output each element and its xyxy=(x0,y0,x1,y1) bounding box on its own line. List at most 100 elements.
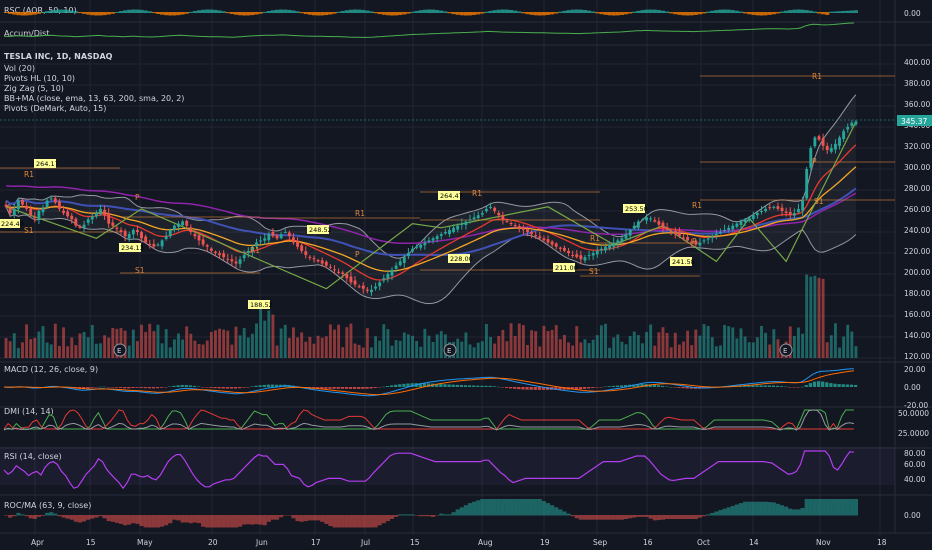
macd-hist xyxy=(743,385,747,387)
roc-bar xyxy=(529,499,534,516)
macd-hist xyxy=(147,387,151,389)
volume-bar xyxy=(710,337,714,358)
demark-label: R1 xyxy=(24,170,34,179)
candle-body xyxy=(103,209,107,216)
candle-body xyxy=(185,220,189,226)
earnings-marker[interactable] xyxy=(779,343,793,357)
candle-body xyxy=(86,219,90,223)
volume-bar xyxy=(760,325,763,358)
candle-body xyxy=(538,236,542,239)
rsc-bar xyxy=(422,9,427,13)
roc-bar xyxy=(509,499,514,516)
volume-bar xyxy=(801,333,805,358)
candle-body xyxy=(168,229,172,237)
price-tick: 240.00 xyxy=(904,226,930,235)
macd-hist xyxy=(270,384,275,387)
roc-bar xyxy=(755,501,760,516)
volume-bar xyxy=(624,344,628,358)
macd-hist xyxy=(463,385,468,387)
rsc-bar xyxy=(800,9,805,13)
roc-bar xyxy=(361,515,366,528)
candle-body xyxy=(829,148,833,152)
volume-bar xyxy=(657,332,661,358)
rsc-bar xyxy=(127,9,132,13)
volume-bar xyxy=(390,345,394,358)
candle-body xyxy=(554,243,558,247)
rsc-bar xyxy=(20,12,25,16)
macd-hist xyxy=(238,387,242,389)
candle-body xyxy=(567,250,570,253)
macd-hist xyxy=(796,387,800,388)
macd-hist xyxy=(808,383,813,387)
volume-bar xyxy=(74,345,78,358)
rsc-bar xyxy=(796,9,801,13)
rsc-bar xyxy=(49,10,54,13)
candlesticks[interactable] xyxy=(4,119,858,296)
candle-body xyxy=(345,274,349,279)
rsc-bar xyxy=(77,12,83,14)
rsc-bar xyxy=(303,12,308,15)
rsc-bar xyxy=(205,9,210,13)
rsc-bar xyxy=(180,12,185,15)
candle-body xyxy=(16,200,20,210)
roc-bar xyxy=(521,499,526,516)
roc-bar xyxy=(587,515,592,520)
pivot-tag-bg xyxy=(119,243,141,252)
volume-bar xyxy=(526,345,529,358)
rsc-bar xyxy=(656,10,661,13)
roc-bar xyxy=(771,502,776,516)
pivot-tag-bg xyxy=(670,257,692,266)
roc-bar xyxy=(648,515,653,519)
macd-hist xyxy=(143,387,147,389)
volume-bar xyxy=(144,332,148,358)
roc-bar xyxy=(221,515,226,528)
volume-bar xyxy=(620,341,624,358)
roc-bar xyxy=(188,515,193,524)
macd-hist xyxy=(217,387,221,389)
rsc-bar xyxy=(143,10,148,13)
macd-hist xyxy=(492,386,496,387)
volume-bar xyxy=(78,333,82,358)
macd-hist xyxy=(488,385,492,387)
roc-bar xyxy=(328,515,333,526)
candle-body xyxy=(201,239,205,245)
moving-average-lines xyxy=(0,75,895,305)
earnings-marker[interactable] xyxy=(113,343,127,357)
volume-bar xyxy=(333,329,336,358)
macd-hist xyxy=(221,387,225,389)
volume-bar xyxy=(809,276,813,358)
volume-bar xyxy=(628,336,632,358)
volume-bar xyxy=(185,326,189,358)
pivot-tag: 264.47 xyxy=(440,192,463,200)
roc-bar xyxy=(841,499,846,516)
volume-bar xyxy=(148,323,152,358)
earnings-marker[interactable] xyxy=(443,343,457,357)
rsc-bar xyxy=(615,12,620,16)
macd-hist xyxy=(779,386,784,387)
volume-bar xyxy=(328,324,332,358)
candle-body xyxy=(776,206,780,209)
time-tick: 14 xyxy=(749,538,759,547)
dmi-line xyxy=(3,409,854,431)
roc-bar xyxy=(217,515,222,528)
macd-hist xyxy=(180,384,184,387)
roc-bar xyxy=(714,511,719,516)
roc-bar xyxy=(533,499,538,516)
rsc-bar xyxy=(36,12,41,14)
macd-hist xyxy=(406,383,410,387)
roc-bar xyxy=(381,515,386,524)
rsc-bar xyxy=(734,10,739,13)
roc-bar xyxy=(472,501,477,516)
volume-bar xyxy=(805,274,809,358)
rsc-bar xyxy=(767,12,772,15)
roc-bar xyxy=(480,499,485,516)
volume-bar xyxy=(152,331,156,358)
rsc-bar xyxy=(587,10,592,13)
macd-hist xyxy=(114,387,119,388)
candle-body xyxy=(645,217,648,221)
macd-hist xyxy=(188,385,193,387)
macd-hist xyxy=(751,385,755,387)
candle-body xyxy=(230,259,234,262)
candle-body xyxy=(686,237,690,241)
